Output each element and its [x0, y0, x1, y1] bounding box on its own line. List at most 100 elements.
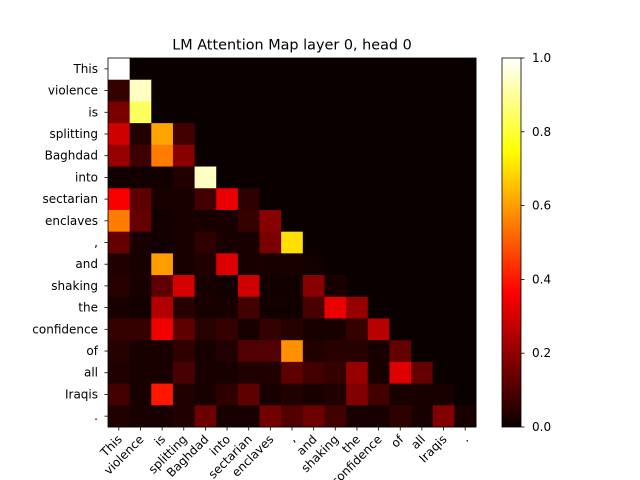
y-tick-label: shaking: [51, 279, 98, 293]
heatmap-cell: [194, 79, 217, 102]
heatmap-cell: [367, 318, 390, 341]
heatmap-cell: [259, 144, 282, 167]
heatmap-cell: [389, 166, 412, 189]
heatmap-cell: [172, 296, 195, 319]
heatmap-cell: [129, 405, 152, 428]
heatmap-grid: [108, 58, 477, 428]
colorbar-tick-label: 0.2: [532, 346, 551, 360]
heatmap-cell: [108, 188, 131, 211]
heatmap-cell: [411, 405, 434, 428]
heatmap-cell: [302, 275, 325, 298]
heatmap-cell: [432, 253, 455, 276]
heatmap-cell: [411, 275, 434, 298]
heatmap-cell: [281, 101, 304, 124]
heatmap-cell: [216, 166, 239, 189]
heatmap-cell: [108, 275, 131, 298]
heatmap-cell: [389, 188, 412, 211]
heatmap-cell: [389, 79, 412, 102]
heatmap-cell: [281, 188, 304, 211]
heatmap-cell: [281, 383, 304, 406]
heatmap-cell: [151, 209, 174, 233]
heatmap-cell: [151, 253, 174, 276]
heatmap-cell: [432, 231, 455, 254]
heatmap-cell: [324, 318, 347, 341]
heatmap-cell: [281, 209, 304, 233]
heatmap-cell: [454, 318, 477, 341]
heatmap-cell: [324, 79, 347, 102]
heatmap-cell: [108, 101, 131, 124]
heatmap-cell: [129, 123, 152, 146]
heatmap-cell: [108, 340, 131, 363]
heatmap-cell: [151, 144, 174, 167]
heatmap-cell: [172, 209, 195, 233]
heatmap-cell: [411, 361, 434, 384]
heatmap-cell: [259, 101, 282, 124]
heatmap-cell: [432, 405, 455, 428]
y-tick-label: violence: [48, 84, 98, 98]
heatmap-cell: [346, 318, 369, 341]
heatmap-cell: [108, 144, 131, 167]
heatmap-cell: [302, 188, 325, 211]
y-tick-label: confidence: [32, 322, 98, 336]
heatmap-cell: [432, 275, 455, 298]
heatmap-cell: [216, 253, 239, 276]
heatmap-cell: [259, 275, 282, 298]
heatmap-cell: [259, 166, 282, 189]
heatmap-cell: [259, 383, 282, 406]
heatmap-cell: [216, 318, 239, 341]
heatmap-cell: [151, 101, 174, 124]
heatmap-cell: [454, 123, 477, 146]
heatmap-cell: [151, 383, 174, 406]
heatmap-cell: [454, 231, 477, 254]
heatmap-cell: [108, 231, 131, 254]
colorbar-tick-label: 0.4: [532, 272, 551, 286]
heatmap-cell: [411, 383, 434, 406]
heatmap-cell: [432, 166, 455, 189]
heatmap-cell: [454, 405, 477, 428]
heatmap-cell: [389, 231, 412, 254]
heatmap-cell: [237, 123, 260, 146]
heatmap-cell: [259, 296, 282, 319]
heatmap-cell: [324, 405, 347, 428]
heatmap-cell: [194, 253, 217, 276]
heatmap-cell: [367, 231, 390, 254]
heatmap-cell: [367, 383, 390, 406]
heatmap-cell: [411, 123, 434, 146]
heatmap-cell: [237, 166, 260, 189]
heatmap-cell: [389, 361, 412, 384]
heatmap-cell: [281, 318, 304, 341]
heatmap-cell: [151, 79, 174, 102]
heatmap-cell: [108, 405, 131, 428]
heatmap-cell: [346, 296, 369, 319]
y-tick-label: Iraqis: [65, 387, 98, 401]
heatmap-cell: [432, 144, 455, 167]
heatmap-cell: [389, 405, 412, 428]
heatmap-cell: [216, 383, 239, 406]
heatmap-cell: [281, 361, 304, 384]
heatmap-cell: [108, 361, 131, 384]
heatmap-cell: [302, 166, 325, 189]
heatmap-cell: [237, 231, 260, 254]
heatmap-cell: [432, 58, 455, 81]
heatmap-cell: [216, 296, 239, 319]
heatmap-cell: [216, 79, 239, 102]
heatmap-cell: [411, 340, 434, 363]
heatmap-cell: [151, 188, 174, 211]
heatmap-cell: [281, 79, 304, 102]
heatmap-cell: [302, 101, 325, 124]
y-tick-label: of: [86, 344, 98, 358]
heatmap-cell: [194, 318, 217, 341]
heatmap-cell: [237, 58, 260, 81]
heatmap-cell: [302, 58, 325, 81]
heatmap-cell: [108, 383, 131, 406]
heatmap-cell: [324, 340, 347, 363]
heatmap-cell: [302, 231, 325, 254]
heatmap-cell: [194, 144, 217, 167]
heatmap-cell: [194, 231, 217, 254]
heatmap-cell: [324, 144, 347, 167]
heatmap-cell: [129, 79, 152, 102]
heatmap-cell: [432, 296, 455, 319]
heatmap-cell: [367, 209, 390, 233]
heatmap-cell: [129, 318, 152, 341]
